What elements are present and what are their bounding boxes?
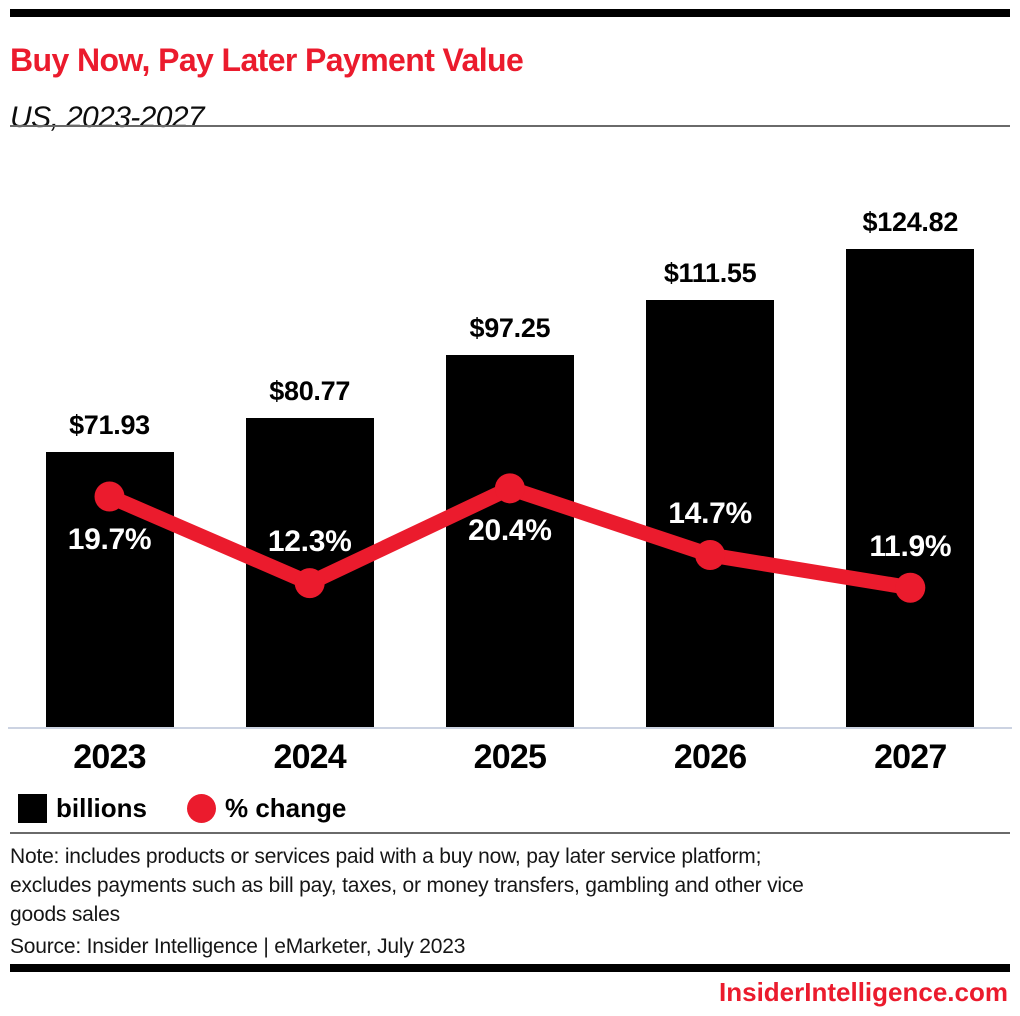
legend-divider — [10, 832, 1010, 834]
bar-value-label: $71.93 — [69, 409, 150, 440]
bar-value-label: $97.25 — [469, 312, 551, 343]
chart-subtitle: US, 2023-2027 — [10, 100, 205, 134]
legend-line-label: % change — [225, 793, 347, 823]
bar-2027 — [846, 248, 975, 727]
branding-text: InsiderIntelligence.com — [719, 977, 1008, 1007]
pct-change-label: 12.3% — [267, 525, 352, 559]
x-axis-label: 2026 — [673, 738, 747, 776]
pct-change-label: 11.9% — [869, 529, 952, 563]
bar-2024 — [245, 417, 374, 727]
header-divider — [10, 125, 1010, 127]
bar-value-label: $124.82 — [862, 206, 959, 237]
legend: billions % change — [18, 793, 346, 824]
top-accent-bar — [10, 9, 1010, 17]
x-axis-label: 2023 — [73, 738, 146, 776]
note-line: Note: includes products or services paid… — [10, 845, 762, 868]
x-axis-label: 2024 — [273, 738, 346, 776]
bar-value-label: $111.55 — [663, 257, 757, 288]
bar-2023 — [45, 451, 174, 727]
bar-value-label: $80.77 — [269, 375, 351, 406]
x-axis-line — [8, 727, 1012, 729]
pct-change-label: 14.7% — [668, 497, 752, 530]
note-line: goods sales — [10, 903, 120, 926]
pct-change-label: 20.4% — [468, 514, 552, 548]
chart-title: Buy Now, Pay Later Payment Value — [10, 42, 524, 79]
pct-change-label: 19.7% — [67, 522, 152, 556]
note-line: excludes payments such as bill pay, taxe… — [10, 874, 804, 897]
note-text: Note: includes products or services paid… — [10, 842, 804, 929]
billions-swatch-icon — [18, 794, 47, 823]
source-text: Source: Insider Intelligence | eMarketer… — [10, 935, 466, 958]
x-axis-label: 2027 — [874, 738, 947, 776]
pct-change-swatch-icon — [187, 794, 216, 823]
x-axis-label: 2025 — [473, 738, 547, 776]
bottom-accent-bar — [10, 964, 1010, 972]
legend-bars-label: billions — [56, 793, 147, 823]
